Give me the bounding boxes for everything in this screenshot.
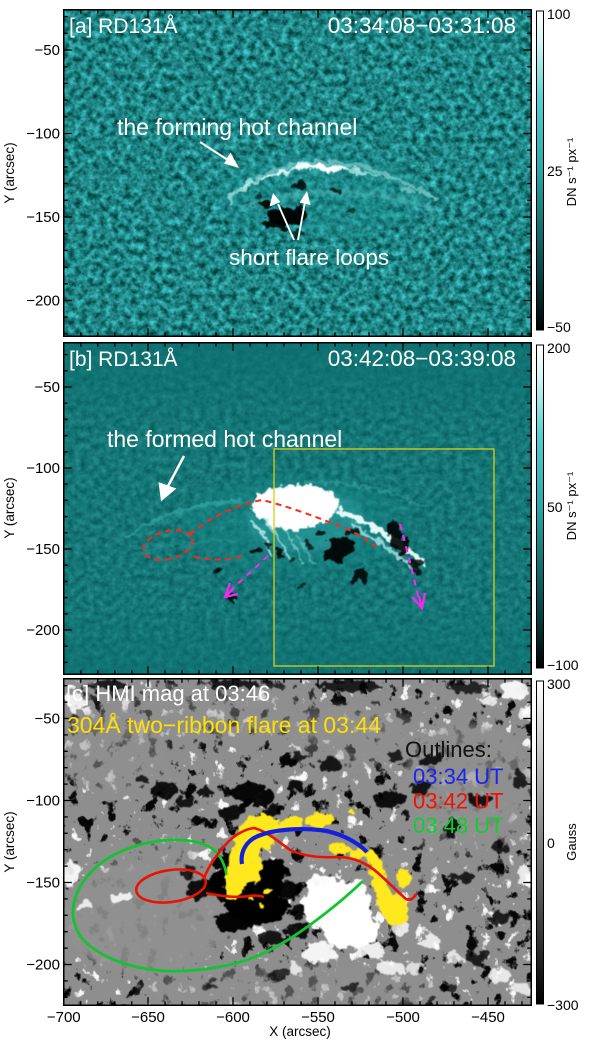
svg-text:03:42 UT: 03:42 UT xyxy=(413,789,504,814)
svg-text:−50: −50 xyxy=(35,711,60,728)
svg-text:−50: −50 xyxy=(547,319,571,335)
svg-text:03:34 UT: 03:34 UT xyxy=(413,764,504,789)
svg-text:the forming hot channel: the forming hot channel xyxy=(117,114,357,140)
svg-text:−50: −50 xyxy=(35,42,60,59)
svg-text:−200: −200 xyxy=(26,957,60,974)
svg-text:[b] RD131Å: [b] RD131Å xyxy=(69,348,178,371)
svg-text:Outlines:: Outlines: xyxy=(405,737,492,762)
svg-text:25: 25 xyxy=(547,163,563,179)
svg-text:−150: −150 xyxy=(26,541,60,558)
svg-text:−100: −100 xyxy=(26,793,60,810)
svg-text:[a] RD131Å: [a] RD131Å xyxy=(69,15,178,38)
svg-text:Gauss: Gauss xyxy=(564,823,579,861)
svg-text:short flare loops: short flare loops xyxy=(229,245,389,270)
svg-text:−450: −450 xyxy=(471,1009,505,1026)
svg-text:300: 300 xyxy=(547,676,571,692)
svg-text:−150: −150 xyxy=(26,209,60,226)
svg-text:100: 100 xyxy=(547,6,571,22)
svg-text:−600: −600 xyxy=(216,1009,250,1026)
svg-text:03:48 UT: 03:48 UT xyxy=(413,813,504,838)
svg-text:−700: −700 xyxy=(47,1009,81,1026)
svg-text:−100: −100 xyxy=(26,460,60,477)
svg-text:Y (arcsec): Y (arcsec) xyxy=(2,477,17,538)
svg-text:DN s⁻¹ px⁻¹: DN s⁻¹ px⁻¹ xyxy=(564,471,579,540)
svg-text:−500: −500 xyxy=(386,1009,420,1026)
svg-text:−50: −50 xyxy=(35,379,60,396)
svg-text:50: 50 xyxy=(547,499,563,515)
svg-text:the formed hot channel: the formed hot channel xyxy=(107,426,342,452)
svg-text:−650: −650 xyxy=(131,1009,165,1026)
svg-text:−100: −100 xyxy=(26,126,60,143)
svg-text:200: 200 xyxy=(547,340,571,356)
svg-text:−550: −550 xyxy=(301,1009,335,1026)
svg-text:0: 0 xyxy=(547,835,555,851)
svg-text:[c] HMI mag at 03:46: [c] HMI mag at 03:46 xyxy=(66,681,270,706)
svg-text:DN s⁻¹ px⁻¹: DN s⁻¹ px⁻¹ xyxy=(564,137,579,206)
svg-text:−300: −300 xyxy=(547,997,579,1013)
svg-text:−200: −200 xyxy=(26,622,60,639)
svg-text:03:42:08−03:39:08: 03:42:08−03:39:08 xyxy=(328,346,516,371)
svg-text:−200: −200 xyxy=(26,293,60,310)
svg-text:−100: −100 xyxy=(547,657,579,673)
svg-text:Y (arcsec): Y (arcsec) xyxy=(2,142,17,203)
svg-text:−150: −150 xyxy=(26,875,60,892)
svg-text:03:34:08−03:31:08: 03:34:08−03:31:08 xyxy=(328,13,516,38)
svg-text:304Å two−ribbon flare at 03:44: 304Å two−ribbon flare at 03:44 xyxy=(67,711,381,738)
svg-text:X (arcsec): X (arcsec) xyxy=(269,1024,331,1039)
svg-text:Y (arcsec): Y (arcsec) xyxy=(2,811,17,872)
